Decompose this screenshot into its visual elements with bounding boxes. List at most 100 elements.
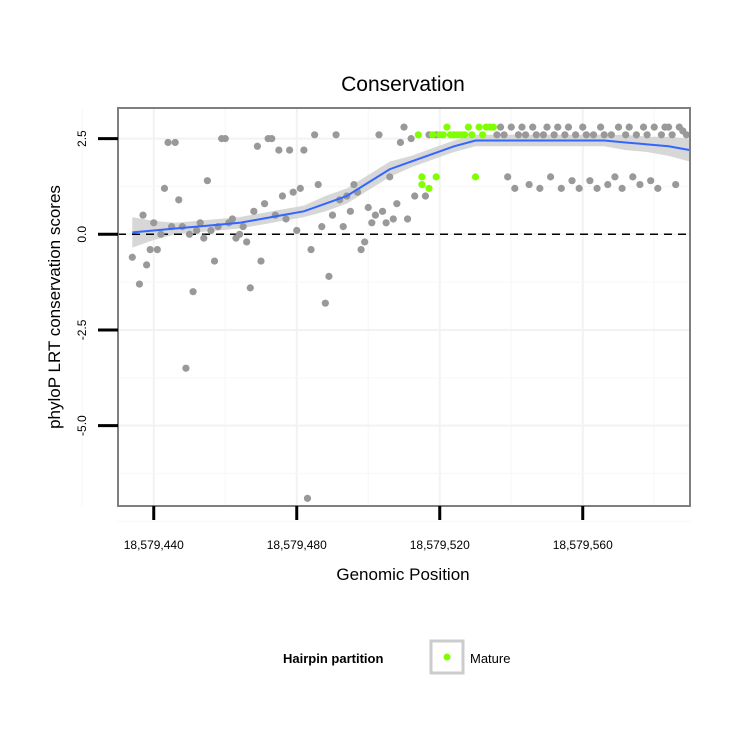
- data-point-mature: [461, 131, 469, 139]
- data-point: [664, 123, 673, 131]
- data-point: [361, 238, 369, 246]
- data-point: [203, 177, 211, 185]
- data-point: [371, 211, 379, 219]
- data-point: [339, 223, 347, 231]
- data-point: [407, 135, 415, 143]
- data-point: [546, 173, 555, 181]
- x-axis-title: Genomic Position: [336, 565, 469, 584]
- data-point: [575, 184, 583, 192]
- data-point: [185, 230, 194, 238]
- data-point: [260, 200, 269, 208]
- y-axis-ticks: 2.5 0.0 -2.5 -5.0: [75, 130, 118, 436]
- data-point: [346, 207, 354, 215]
- data-point: [654, 184, 662, 192]
- data-point: [650, 123, 658, 131]
- data-point: [228, 215, 236, 223]
- data-point-mature: [414, 131, 422, 139]
- x-tick-label: 18,579,520: [410, 538, 470, 552]
- data-point: [539, 131, 548, 139]
- data-point: [153, 245, 161, 254]
- x-tick-label: 18,579,480: [267, 538, 327, 552]
- data-point: [178, 223, 186, 231]
- data-point: [593, 184, 601, 192]
- data-point-mature: [479, 131, 487, 139]
- data-point: [682, 131, 691, 139]
- data-point: [629, 173, 637, 181]
- data-point: [636, 180, 644, 189]
- data-point: [500, 131, 508, 139]
- data-point: [182, 364, 190, 372]
- data-point: [128, 253, 136, 261]
- data-point: [386, 173, 394, 181]
- data-point: [160, 184, 169, 192]
- grid: [81, 108, 690, 522]
- data-point-mature: [429, 131, 437, 139]
- data-point: [257, 257, 265, 265]
- data-point: [400, 123, 408, 131]
- data-point: [604, 180, 612, 189]
- data-point: [325, 272, 333, 280]
- x-tick-label: 18,579,560: [553, 538, 613, 552]
- data-point-mature: [439, 131, 447, 139]
- data-point: [668, 131, 676, 139]
- data-point: [496, 123, 505, 131]
- data-point: [196, 219, 204, 227]
- data-point: [493, 131, 501, 139]
- data-point: [243, 238, 251, 246]
- data-point: [554, 123, 562, 131]
- data-point-mature: [443, 123, 451, 131]
- data-point: [146, 245, 154, 254]
- data-point-mature: [418, 173, 426, 181]
- data-point: [518, 123, 526, 131]
- data-point: [622, 131, 630, 139]
- data-point: [293, 226, 301, 235]
- data-point: [278, 192, 287, 200]
- legend-mature-swatch: [443, 653, 451, 661]
- data-point: [607, 131, 615, 139]
- data-point: [586, 177, 594, 185]
- data-point: [532, 131, 540, 139]
- data-point: [396, 138, 405, 147]
- data-point: [332, 131, 340, 139]
- data-point: [378, 207, 387, 215]
- data-point: [543, 123, 551, 131]
- data-point: [507, 123, 515, 131]
- data-point: [625, 123, 633, 131]
- data-point: [250, 207, 258, 215]
- data-point: [150, 219, 158, 227]
- data-point: [403, 215, 412, 223]
- data-point: [175, 196, 183, 204]
- data-point: [303, 494, 312, 502]
- y-tick-label: -5.0: [75, 415, 89, 436]
- data-point-mature: [425, 184, 433, 192]
- data-point: [221, 135, 229, 143]
- chart-title: Conservation: [341, 73, 465, 96]
- data-point: [200, 234, 208, 242]
- legend-title: Hairpin partition: [283, 651, 383, 666]
- y-axis-title: phyloP LRT conservation scores: [45, 185, 64, 429]
- data-point: [286, 146, 294, 154]
- data-point: [521, 131, 530, 139]
- data-point: [564, 123, 573, 131]
- y-tick-label: 0.0: [75, 226, 89, 243]
- data-point: [318, 223, 326, 231]
- legend: Hairpin partition Mature: [283, 639, 510, 675]
- data-point: [239, 223, 247, 231]
- data-point: [253, 142, 262, 150]
- data-point: [350, 180, 358, 189]
- data-point: [164, 138, 172, 147]
- data-point: [193, 226, 201, 235]
- data-point: [321, 299, 329, 307]
- data-point: [157, 230, 165, 238]
- data-point: [561, 131, 569, 139]
- data-point: [618, 184, 626, 192]
- data-point: [282, 215, 290, 223]
- y-tick-label: 2.5: [75, 130, 89, 147]
- data-point: [597, 123, 605, 131]
- data-point-mature: [475, 123, 483, 131]
- plot-border: [117, 107, 691, 507]
- data-point: [389, 215, 397, 223]
- data-point: [536, 184, 544, 192]
- data-point: [307, 245, 315, 254]
